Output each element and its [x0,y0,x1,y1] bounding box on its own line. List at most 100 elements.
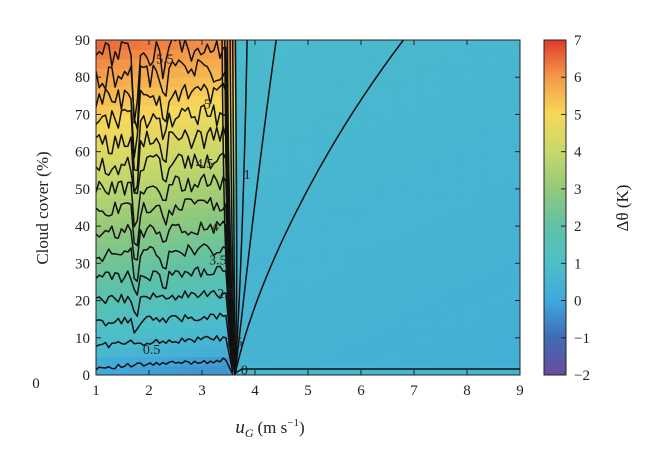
heat-cell [400,300,408,311]
heat-cell [486,151,495,162]
heat-cell [195,40,203,50]
heat-cell [149,170,157,181]
heat-cell [261,86,269,97]
heat-cell [486,272,495,283]
heat-cell [347,142,355,153]
heat-cell [380,356,389,367]
heat-cell [394,133,402,143]
heat-cell [175,179,183,190]
heat-cell [122,58,130,69]
heat-cell [314,160,322,171]
contour-line [96,82,234,348]
heat-cell [109,49,117,60]
heat-cell [96,151,104,162]
heat-cell [261,179,269,190]
heat-cell [162,179,170,190]
heat-cell [268,40,276,50]
heat-cell [321,291,329,302]
heat-cell [261,263,269,274]
heat-cell [135,272,143,283]
heat-cell [168,58,177,69]
heat-cell [341,105,349,116]
heat-cell [407,272,415,283]
heat-cell [347,272,355,283]
heat-cell [341,160,349,171]
heat-cell [321,198,329,209]
heat-cell [500,170,508,181]
heat-cell [168,49,177,60]
heat-cell [447,226,455,237]
heat-cell [486,58,495,69]
heat-cell [513,263,520,274]
heat-cell [374,151,382,162]
heat-cell [175,49,183,60]
heat-cell [467,40,475,50]
heat-cell [374,291,382,302]
heat-cell [460,263,468,274]
heat-cell [109,347,117,357]
heat-cell [149,347,157,357]
heat-cell [96,281,104,292]
heat-cell [255,216,263,227]
heat-cell [281,179,289,190]
heat-cell [314,114,322,125]
heat-cell [202,300,210,311]
heat-cell [347,151,355,162]
heat-cell [460,105,468,116]
contour-line [96,312,234,370]
heat-cell [407,291,415,302]
heat-cell [215,365,223,375]
heat-cell [440,263,448,274]
heat-cell [208,263,216,274]
heat-cell [102,160,110,171]
heat-cell [314,188,322,199]
heat-cell [248,263,256,274]
heat-cell [513,160,520,171]
heat-cell [400,347,408,357]
heat-cell [248,67,256,78]
heat-cell [294,291,302,302]
heat-cell [447,188,455,199]
contour-line [234,40,404,375]
heat-cell [334,133,342,143]
heat-cell [281,254,289,264]
heat-cell [314,170,322,181]
heat-cell [168,235,177,246]
heat-cell [268,300,276,311]
heat-cell [453,356,461,367]
heat-cell [268,272,276,283]
heat-cell [268,188,276,199]
heat-cell [149,216,157,227]
heat-cell [162,133,170,143]
heat-cell [294,67,302,78]
heat-cell [155,281,163,292]
heat-cell [374,300,382,311]
heat-cell [122,319,130,330]
heat-cell [341,86,349,97]
heat-cell [274,95,283,106]
contour-label: 5.5 [156,53,174,68]
heat-cell [361,67,369,78]
heat-cell [281,58,289,69]
heat-cell [288,235,296,246]
heat-cell [380,40,389,50]
heat-cell [480,67,488,78]
heat-cell [314,263,322,274]
heat-cell [168,309,177,320]
heat-cell [440,207,448,218]
heat-cell [506,337,514,348]
heat-cell [122,216,130,227]
contour-line [96,173,234,357]
heat-cell [215,95,223,106]
heat-cell [394,365,402,375]
heat-cell [102,356,110,367]
heat-cell [96,58,104,69]
heat-cell [208,319,216,330]
heat-cell [215,105,223,116]
heat-cell [460,319,468,330]
heat-cell [162,244,170,255]
heat-cell [420,272,428,283]
heat-cell [228,67,236,78]
heat-cell [327,188,336,199]
heat-cell [480,105,488,116]
